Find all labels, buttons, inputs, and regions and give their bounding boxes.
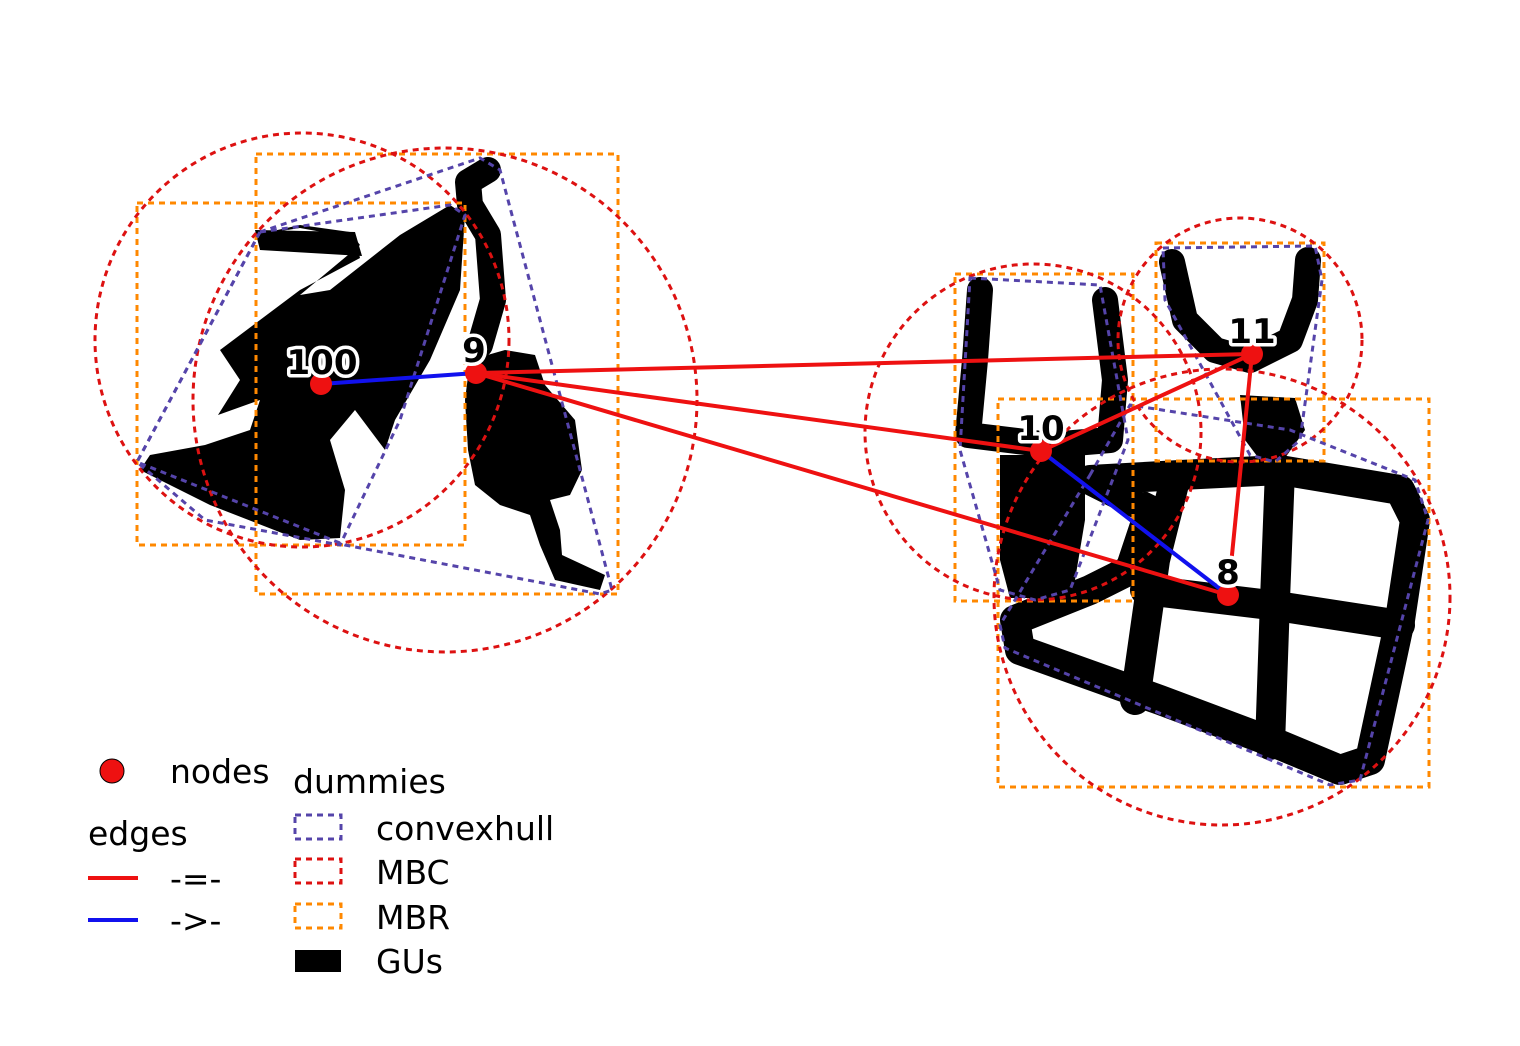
legend-nodes-label: nodes xyxy=(170,752,270,791)
legend: nodes edges -=- ->- dummies convexhull M… xyxy=(88,752,554,981)
legend-edge-equal-label: -=- xyxy=(170,859,221,898)
convexhull-11 xyxy=(1161,244,1324,464)
node-8 xyxy=(1217,584,1239,606)
node-label-11: 11 xyxy=(1228,312,1275,352)
mbr-11 xyxy=(1154,241,1326,463)
mbr-8 xyxy=(996,397,1431,789)
edge-10-11 xyxy=(1040,352,1253,453)
node-10 xyxy=(1030,440,1052,462)
gu-blob xyxy=(465,350,605,590)
legend-convexhull-label: convexhull xyxy=(376,809,554,848)
edge-9-8 xyxy=(475,371,1229,597)
gu-left-bar xyxy=(255,230,362,256)
mbc-10 xyxy=(863,262,1203,602)
node-label-9: 9 xyxy=(462,331,486,371)
node-11 xyxy=(1241,343,1263,365)
mbc-8 xyxy=(992,367,1452,827)
legend-mbr-symbol xyxy=(293,902,343,930)
legend-gus-label: GUs xyxy=(376,942,443,981)
edge-9-11 xyxy=(475,352,1253,375)
edges-layer xyxy=(320,352,1254,597)
node-100 xyxy=(310,373,332,395)
gu-triangle xyxy=(140,205,465,540)
legend-mbr-label: MBR xyxy=(376,898,450,937)
legend-gus-symbol xyxy=(295,950,341,972)
node-label-10: 10 xyxy=(1017,409,1064,449)
gu-hook xyxy=(455,157,506,358)
legend-mbc-label: MBC xyxy=(376,853,450,892)
legend-node-symbol xyxy=(99,758,125,784)
mbc-100 xyxy=(93,131,511,549)
mbc-9 xyxy=(191,146,699,654)
node-9 xyxy=(465,362,487,384)
node-label-100: 100 xyxy=(287,343,358,383)
legend-mbc-symbol xyxy=(293,857,343,885)
mbr-layer xyxy=(135,152,1431,789)
edge-100-9 xyxy=(320,371,477,386)
convexhull-9 xyxy=(134,156,614,596)
edge-11-8 xyxy=(1226,353,1254,596)
legend-edges-title: edges xyxy=(88,814,188,853)
gu-grid xyxy=(1000,455,1430,785)
convexhull-layer xyxy=(134,156,1430,787)
node-label-8: 8 xyxy=(1216,553,1240,593)
mbr-10 xyxy=(953,272,1135,603)
legend-convexhull-symbol xyxy=(293,813,343,841)
gus-layer xyxy=(140,157,1430,785)
edge-10-8 xyxy=(1039,449,1230,597)
convexhull-8 xyxy=(998,403,1430,787)
nodes-layer: 100 9 10 11 8 xyxy=(283,309,1279,606)
edge-9-10 xyxy=(475,371,1042,453)
legend-edge-directed-label: ->- xyxy=(170,901,221,940)
convexhull-100 xyxy=(135,203,467,547)
convexhull-10 xyxy=(958,276,1130,602)
legend-dummies-title: dummies xyxy=(293,762,446,801)
mbr-9 xyxy=(254,152,620,596)
